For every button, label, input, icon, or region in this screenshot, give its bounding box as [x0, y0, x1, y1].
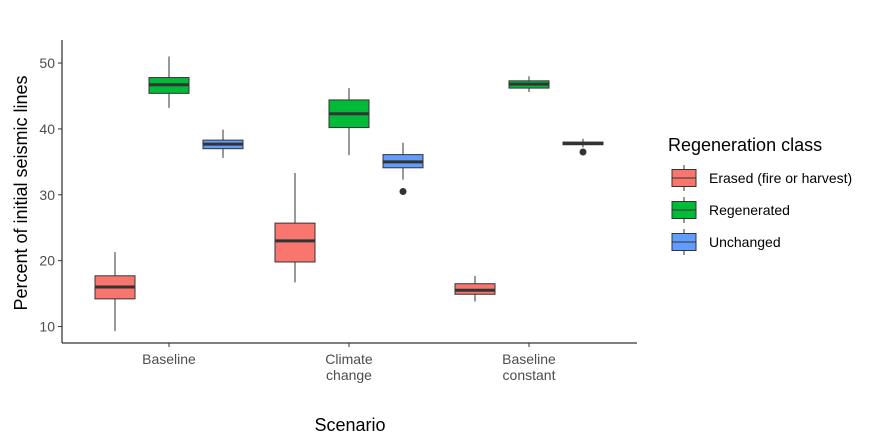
box-iqr [274, 222, 316, 263]
y-tick-label: 50 [39, 55, 55, 71]
y-axis: 10 20 30 40 50 [39, 40, 63, 343]
legend-item: Unchanged [671, 229, 781, 255]
legend-item: Regenerated [671, 197, 790, 223]
legend-label: Regenerated [709, 202, 790, 218]
y-tick-label: 20 [39, 253, 55, 269]
x-tick-label: Baseline [142, 351, 196, 367]
y-tick-label: 40 [39, 121, 55, 137]
box-unchanged [202, 129, 244, 158]
outlier-point [579, 148, 587, 156]
outlier-point [399, 188, 407, 195]
y-tick-label: 30 [39, 187, 55, 203]
x-tick-label: Climate change [325, 351, 373, 383]
x-axis-title: Scenario [314, 415, 385, 435]
legend-item: Erased (fire or harvest) [671, 165, 852, 191]
box-unchanged [562, 138, 604, 156]
y-tick-label: 10 [39, 319, 55, 335]
box-regenerated [328, 88, 370, 156]
legend: Regeneration class Erased (fire or harve… [668, 135, 852, 255]
x-axis: Baseline Climate change Baseline constant [62, 342, 637, 383]
box-erased-fire-or-harvest [94, 252, 136, 332]
legend-label: Unchanged [709, 234, 781, 250]
box-regenerated [508, 76, 550, 93]
box-regenerated [148, 56, 190, 108]
x-tick-label: Baseline constant [502, 351, 556, 383]
box-erased-fire-or-harvest [454, 275, 496, 302]
plot-area [94, 56, 604, 332]
y-axis-title: Percent of initial seismic lines [11, 75, 31, 310]
box-unchanged [382, 142, 424, 195]
legend-label: Erased (fire or harvest) [709, 170, 852, 186]
box-erased-fire-or-harvest [274, 173, 316, 283]
legend-title: Regeneration class [668, 135, 822, 155]
